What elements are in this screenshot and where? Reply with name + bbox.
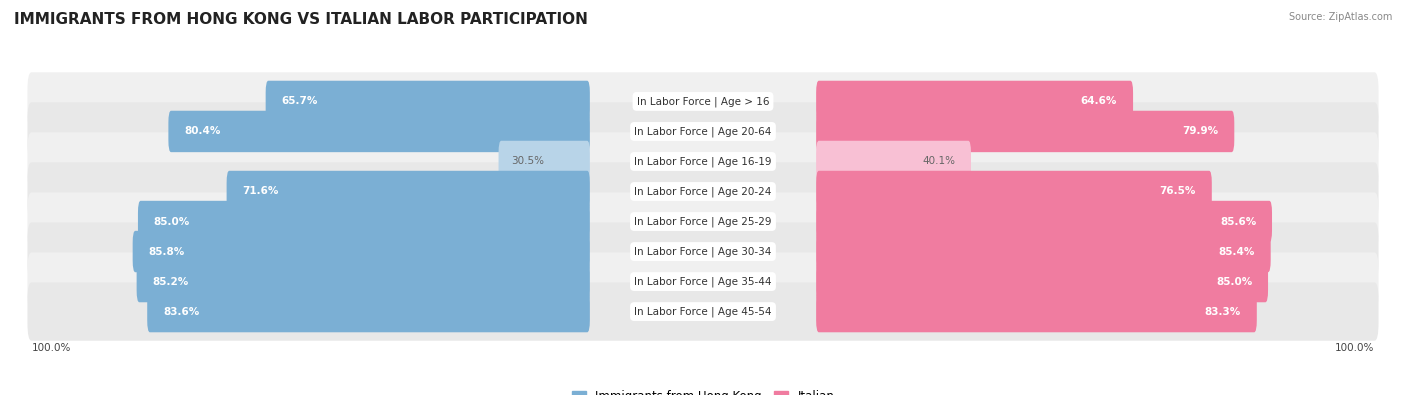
FancyBboxPatch shape: [132, 231, 591, 272]
FancyBboxPatch shape: [136, 261, 591, 302]
Text: 71.6%: 71.6%: [242, 186, 278, 196]
FancyBboxPatch shape: [28, 72, 1378, 131]
Text: 85.0%: 85.0%: [153, 216, 190, 226]
Text: In Labor Force | Age 25-29: In Labor Force | Age 25-29: [634, 216, 772, 227]
FancyBboxPatch shape: [815, 261, 1268, 302]
Text: 83.6%: 83.6%: [163, 307, 200, 316]
Text: In Labor Force | Age 20-24: In Labor Force | Age 20-24: [634, 186, 772, 197]
FancyBboxPatch shape: [28, 192, 1378, 251]
Text: 85.0%: 85.0%: [1216, 276, 1253, 286]
FancyBboxPatch shape: [226, 171, 591, 212]
Text: 79.9%: 79.9%: [1182, 126, 1219, 136]
FancyBboxPatch shape: [815, 201, 1272, 242]
Text: Source: ZipAtlas.com: Source: ZipAtlas.com: [1288, 12, 1392, 22]
FancyBboxPatch shape: [815, 141, 972, 182]
FancyBboxPatch shape: [266, 81, 591, 122]
Text: In Labor Force | Age 30-34: In Labor Force | Age 30-34: [634, 246, 772, 257]
Text: 85.2%: 85.2%: [152, 276, 188, 286]
Text: 76.5%: 76.5%: [1160, 186, 1197, 196]
Text: 64.6%: 64.6%: [1081, 96, 1118, 106]
FancyBboxPatch shape: [815, 291, 1257, 332]
Text: In Labor Force | Age 35-44: In Labor Force | Age 35-44: [634, 276, 772, 287]
FancyBboxPatch shape: [138, 201, 591, 242]
Text: 40.1%: 40.1%: [922, 156, 955, 166]
Text: IMMIGRANTS FROM HONG KONG VS ITALIAN LABOR PARTICIPATION: IMMIGRANTS FROM HONG KONG VS ITALIAN LAB…: [14, 12, 588, 27]
FancyBboxPatch shape: [28, 132, 1378, 191]
Text: In Labor Force | Age 45-54: In Labor Force | Age 45-54: [634, 307, 772, 317]
Text: 83.3%: 83.3%: [1205, 307, 1241, 316]
FancyBboxPatch shape: [815, 171, 1212, 212]
FancyBboxPatch shape: [815, 111, 1234, 152]
FancyBboxPatch shape: [148, 291, 591, 332]
Text: 80.4%: 80.4%: [184, 126, 221, 136]
FancyBboxPatch shape: [28, 252, 1378, 311]
Text: 85.8%: 85.8%: [149, 246, 184, 256]
FancyBboxPatch shape: [28, 102, 1378, 161]
Text: 30.5%: 30.5%: [512, 156, 544, 166]
FancyBboxPatch shape: [815, 231, 1271, 272]
Text: In Labor Force | Age 16-19: In Labor Force | Age 16-19: [634, 156, 772, 167]
Text: In Labor Force | Age > 16: In Labor Force | Age > 16: [637, 96, 769, 107]
FancyBboxPatch shape: [28, 222, 1378, 281]
Text: 100.0%: 100.0%: [31, 343, 70, 353]
Text: 100.0%: 100.0%: [1336, 343, 1375, 353]
FancyBboxPatch shape: [815, 81, 1133, 122]
Text: 65.7%: 65.7%: [281, 96, 318, 106]
Legend: Immigrants from Hong Kong, Italian: Immigrants from Hong Kong, Italian: [567, 385, 839, 395]
Text: 85.6%: 85.6%: [1220, 216, 1256, 226]
FancyBboxPatch shape: [28, 162, 1378, 221]
Text: In Labor Force | Age 20-64: In Labor Force | Age 20-64: [634, 126, 772, 137]
Text: 85.4%: 85.4%: [1219, 246, 1254, 256]
FancyBboxPatch shape: [499, 141, 591, 182]
FancyBboxPatch shape: [169, 111, 591, 152]
FancyBboxPatch shape: [28, 282, 1378, 341]
